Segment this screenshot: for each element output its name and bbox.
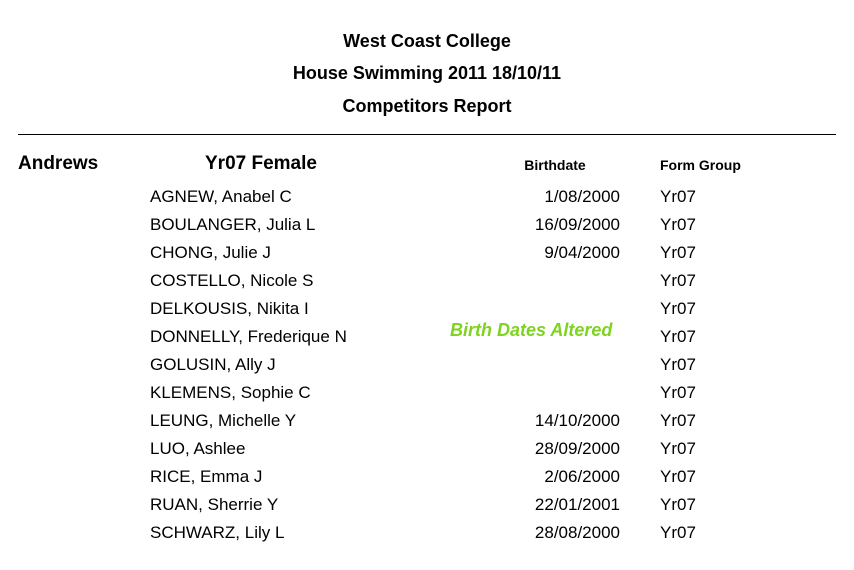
competitor-formgroup: Yr07: [660, 435, 696, 463]
competitor-name: RUAN, Sherrie Y: [150, 491, 278, 519]
house-label: Andrews: [18, 153, 98, 175]
table-row: RUAN, Sherrie Y 22/01/2001 Yr07: [0, 491, 854, 519]
competitor-name: AGNEW, Anabel C: [150, 183, 292, 211]
table-row: DONNELLY, Frederique N Yr07: [0, 323, 854, 351]
table-row: AGNEW, Anabel C 1/08/2000 Yr07: [0, 183, 854, 211]
report-header: West Coast College House Swimming 2011 1…: [0, 0, 854, 122]
competitor-name: KLEMENS, Sophie C: [150, 379, 311, 407]
table-row: DELKOUSIS, Nikita I Yr07: [0, 295, 854, 323]
competitor-name: GOLUSIN, Ally J: [150, 351, 276, 379]
competitor-formgroup: Yr07: [660, 519, 696, 547]
competitor-name: BOULANGER, Julia L: [150, 211, 315, 239]
report-content: Andrews Yr07 Female Birthdate Form Group…: [0, 135, 854, 153]
competitor-formgroup: Yr07: [660, 463, 696, 491]
competitor-name: RICE, Emma J: [150, 463, 262, 491]
header-report-title: Competitors Report: [0, 90, 854, 122]
competitor-formgroup: Yr07: [660, 211, 696, 239]
competitor-rows: AGNEW, Anabel C1/08/2000Yr07BOULANGER, J…: [0, 183, 854, 547]
overlay-note: Birth Dates Altered: [450, 320, 612, 341]
competitor-formgroup: Yr07: [660, 239, 696, 267]
competitor-formgroup: Yr07: [660, 267, 696, 295]
competitor-birthdate: 1/08/2000: [490, 183, 620, 211]
competitor-formgroup: Yr07: [660, 379, 696, 407]
table-row: RICE, Emma J 2/06/2000 Yr07: [0, 463, 854, 491]
table-row: KLEMENS, Sophie C Yr07: [0, 379, 854, 407]
competitor-formgroup: Yr07: [660, 351, 696, 379]
competitor-formgroup: Yr07: [660, 491, 696, 519]
column-header-birthdate: Birthdate: [490, 157, 620, 173]
competitor-birthdate: 16/09/2000: [490, 211, 620, 239]
table-row: CHONG, Julie J 9/04/2000 Yr07: [0, 239, 854, 267]
competitor-birthdate: 28/08/2000: [490, 519, 620, 547]
competitor-formgroup: Yr07: [660, 323, 696, 351]
competitor-name: SCHWARZ, Lily L: [150, 519, 284, 547]
table-row: GOLUSIN, Ally J Yr07: [0, 351, 854, 379]
competitor-name: COSTELLO, Nicole S: [150, 267, 313, 295]
competitor-formgroup: Yr07: [660, 183, 696, 211]
competitor-name: DELKOUSIS, Nikita I: [150, 295, 309, 323]
table-row: BOULANGER, Julia L 16/09/2000 Yr07: [0, 211, 854, 239]
competitor-birthdate: 22/01/2001: [490, 491, 620, 519]
header-event: House Swimming 2011 18/10/11: [0, 57, 854, 89]
header-school: West Coast College: [0, 25, 854, 57]
competitor-birthdate: 9/04/2000: [490, 239, 620, 267]
competitor-name: DONNELLY, Frederique N: [150, 323, 347, 351]
competitor-name: LUO, Ashlee: [150, 435, 245, 463]
table-row: COSTELLO, Nicole S Yr07: [0, 267, 854, 295]
competitor-name: CHONG, Julie J: [150, 239, 271, 267]
competitor-formgroup: Yr07: [660, 295, 696, 323]
competitor-birthdate: 28/09/2000: [490, 435, 620, 463]
competitor-birthdate: 14/10/2000: [490, 407, 620, 435]
table-row: SCHWARZ, Lily L 28/08/2000 Yr07: [0, 519, 854, 547]
group-label: Yr07 Female: [205, 153, 317, 175]
competitor-birthdate: 2/06/2000: [490, 463, 620, 491]
table-row: LUO, Ashlee 28/09/2000 Yr07: [0, 435, 854, 463]
competitor-name: LEUNG, Michelle Y: [150, 407, 296, 435]
competitor-formgroup: Yr07: [660, 407, 696, 435]
table-row: LEUNG, Michelle Y 14/10/2000 Yr07: [0, 407, 854, 435]
column-header-formgroup: Form Group: [660, 157, 741, 173]
